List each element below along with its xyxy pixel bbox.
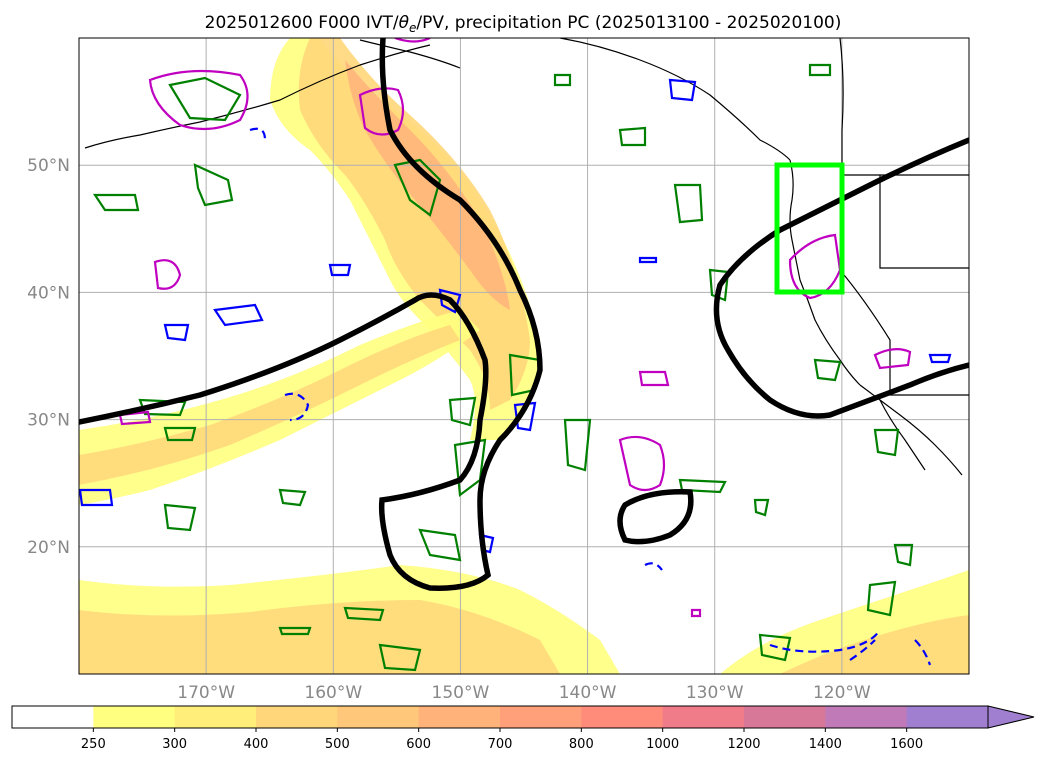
coastline	[84, 38, 969, 476]
longitude-labels: 170°W 160°W 150°W 140°W 130°W 120°W	[177, 683, 871, 703]
colorbar-segment	[418, 706, 501, 728]
map-area	[78, 37, 970, 675]
colorbar-tick-label: 600	[406, 737, 431, 752]
colorbar-segment	[256, 706, 338, 728]
colorbar-segment	[174, 706, 257, 728]
pv-positive-contours	[92, 63, 914, 672]
colorbar: 250 300 400 500 600 700 800 1000 1200 1400 1600	[11, 705, 1035, 752]
longitude-tick-label: 170°W	[177, 683, 235, 703]
longitude-tick-label: 130°W	[686, 683, 744, 703]
colorbar-segment	[93, 706, 176, 728]
latitude-labels: 20°N 30°N 40°N 50°N	[27, 156, 70, 558]
colorbar-segment	[581, 706, 664, 728]
colorbar-tick-label: 700	[488, 737, 513, 752]
colorbar-tick-label: 1000	[646, 737, 679, 752]
colorbar-tick-label: 250	[81, 737, 106, 752]
colorbar-segment	[744, 706, 826, 728]
latitude-tick-label: 30°N	[27, 411, 70, 431]
colorbar-tick-label: 1400	[809, 737, 842, 752]
colorbar-segment	[12, 706, 94, 728]
colorbar-tick-label: 1600	[890, 737, 923, 752]
colorbar-tick-label: 500	[325, 737, 350, 752]
theta-e-contours	[79, 38, 969, 591]
highlight-region-box	[774, 162, 845, 295]
colorbar-extend-arrow	[987, 705, 1035, 729]
colorbar-tick-label: 400	[244, 737, 269, 752]
colorbar-segment	[906, 706, 989, 728]
colorbar-tick-label: 1200	[727, 737, 760, 752]
longitude-tick-label: 140°W	[559, 683, 617, 703]
colorbar-segment	[825, 706, 908, 728]
longitude-tick-label: 150°W	[432, 683, 490, 703]
longitude-tick-label: 120°W	[813, 683, 871, 703]
colorbar-segment	[337, 706, 420, 728]
latitude-tick-label: 20°N	[27, 538, 70, 558]
colorbar-tick-label: 300	[162, 737, 187, 752]
pv-negative-dashed-contours	[249, 127, 932, 666]
longitude-tick-label: 160°W	[304, 683, 362, 703]
latitude-tick-label: 50°N	[27, 156, 70, 176]
precipitation-contours	[118, 38, 912, 618]
colorbar-segment	[662, 706, 745, 728]
latitude-tick-label: 40°N	[27, 283, 70, 303]
map-title: 2025012600 F000 IVT/θe/PV, precipitation…	[205, 13, 842, 35]
colorbar-segment	[500, 706, 582, 728]
colorbar-tick-label: 800	[569, 737, 594, 752]
